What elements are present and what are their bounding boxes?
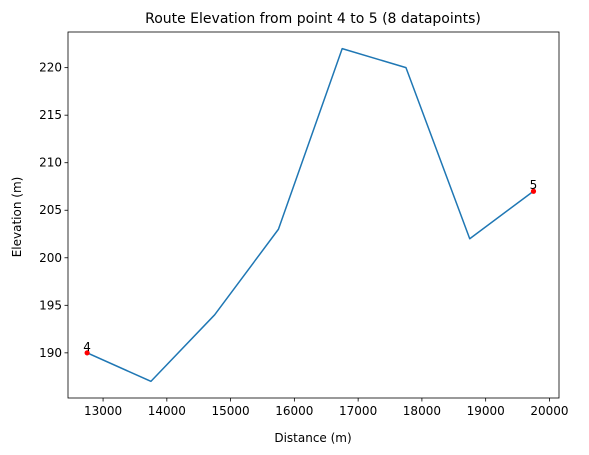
y-tick-label: 220 [39,61,62,75]
series-line-0 [86,47,535,383]
chart-title: Route Elevation from point 4 to 5 (8 dat… [145,11,481,27]
y-axis-ticks: 190 195 200 205 210 215 220 [39,61,68,360]
x-tick-label: 13000 [84,404,122,418]
y-tick-label: 210 [39,156,62,170]
point-label-5: 5 [530,178,538,192]
point-marker-5 [530,188,537,194]
x-tick-label: 14000 [148,404,186,418]
x-tick-label: 18000 [403,404,441,418]
x-axis-ticks: 13000 14000 15000 16000 17000 18000 19000 20000 [84,398,569,418]
y-tick-label: 200 [39,251,62,265]
x-tick-label: 16000 [275,404,313,418]
y-tick-label: 195 [39,298,62,312]
x-tick-label: 15000 [212,404,250,418]
x-axis-title: Distance (m) [274,431,351,445]
y-tick-label: 215 [39,108,62,122]
plot-area: 45 [67,31,560,399]
x-tick-label: 19000 [467,404,505,418]
y-axis-title: Elevation (m) [10,177,24,258]
y-tick-label: 205 [39,203,62,217]
y-tick-label: 190 [39,346,62,360]
axes-frame [67,31,560,399]
point-label-4: 4 [83,340,91,354]
x-tick-label: 20000 [530,404,568,418]
point-marker-4 [84,350,90,356]
x-tick-label: 17000 [339,404,377,418]
